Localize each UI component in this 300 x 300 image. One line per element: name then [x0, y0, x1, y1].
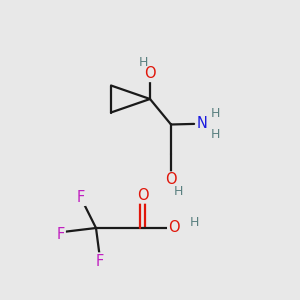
Text: H: H [210, 128, 220, 141]
Text: H: H [210, 107, 220, 120]
Text: O: O [168, 220, 180, 236]
Text: F: F [77, 190, 85, 205]
Text: F: F [56, 227, 65, 242]
Text: O: O [165, 172, 177, 188]
Text: H: H [139, 56, 148, 69]
Text: H: H [190, 216, 199, 229]
Text: N: N [197, 116, 208, 131]
Text: O: O [137, 188, 148, 202]
Text: O: O [144, 66, 156, 81]
Text: F: F [96, 254, 104, 268]
Text: H: H [174, 185, 183, 198]
